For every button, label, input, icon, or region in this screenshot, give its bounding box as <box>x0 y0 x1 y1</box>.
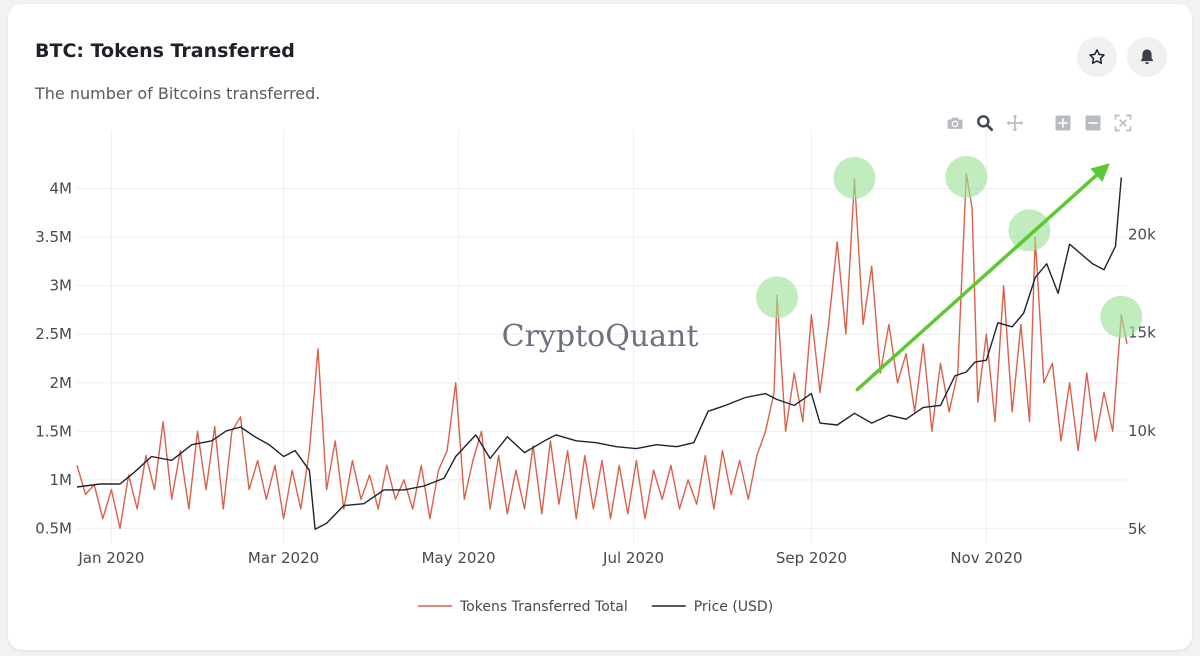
y-left-tick-label: 4M <box>50 180 73 198</box>
chart-modebar <box>944 110 1142 136</box>
trend-arrow-head <box>1090 163 1110 183</box>
zoom-out-icon <box>1085 115 1101 131</box>
zoom-in-button[interactable] <box>1052 112 1074 134</box>
alert-button[interactable] <box>1127 37 1167 77</box>
y-right-tick-label: 10k <box>1128 422 1156 440</box>
x-tick-label: May 2020 <box>422 549 496 567</box>
x-tick-label: Mar 2020 <box>248 549 319 567</box>
highlight-circle <box>1100 295 1143 338</box>
x-tick-label: Jan 2020 <box>77 549 144 567</box>
legend-label: Tokens Transferred Total <box>459 599 628 615</box>
y-right-tick-label: 20k <box>1128 225 1156 243</box>
y-right-tick-label: 5k <box>1128 520 1147 538</box>
zoom-in-icon <box>1055 115 1071 131</box>
zoom-out-button[interactable] <box>1082 112 1104 134</box>
autoscale-button[interactable] <box>1112 112 1134 134</box>
y-left-tick-label: 0.5M <box>35 519 72 537</box>
page-subtitle: The number of Bitcoins transferred. <box>35 84 321 103</box>
y-left-tick-label: 3M <box>50 277 73 295</box>
zoom-button[interactable] <box>974 112 996 134</box>
page-title: BTC: Tokens Transferred <box>35 40 295 62</box>
favorite-button[interactable] <box>1077 37 1117 77</box>
price-line <box>76 177 1122 530</box>
pan-icon <box>1006 114 1024 132</box>
download-png-button[interactable] <box>944 112 966 134</box>
camera-icon <box>947 117 963 129</box>
zoom-icon <box>977 115 994 132</box>
highlight-circle <box>833 156 876 199</box>
watermark-text: CryptoQuant <box>502 319 699 354</box>
trend-arrow-line <box>855 173 1099 392</box>
highlight-circle <box>945 155 988 198</box>
star-icon <box>1089 49 1105 64</box>
y-left-tick-label: 2M <box>50 374 73 392</box>
bell-icon <box>1141 49 1153 65</box>
legend-label: Price (USD) <box>694 599 773 615</box>
chart-card: BTC: Tokens Transferred The number of Bi… <box>8 4 1192 650</box>
tokens-transferred-line <box>76 173 1128 530</box>
y-left-tick-label: 1M <box>50 471 73 489</box>
y-left-tick-label: 2.5M <box>35 325 72 343</box>
autoscale-icon <box>1114 114 1132 132</box>
pan-button[interactable] <box>1004 112 1026 134</box>
x-tick-label: Nov 2020 <box>950 549 1022 567</box>
y-left-tick-label: 3.5M <box>35 228 72 246</box>
highlight-circle <box>1008 209 1051 252</box>
x-tick-label: Sep 2020 <box>776 549 847 567</box>
highlight-circle <box>756 276 798 319</box>
y-left-tick-label: 1.5M <box>35 422 72 440</box>
x-tick-label: Jul 2020 <box>602 549 664 567</box>
